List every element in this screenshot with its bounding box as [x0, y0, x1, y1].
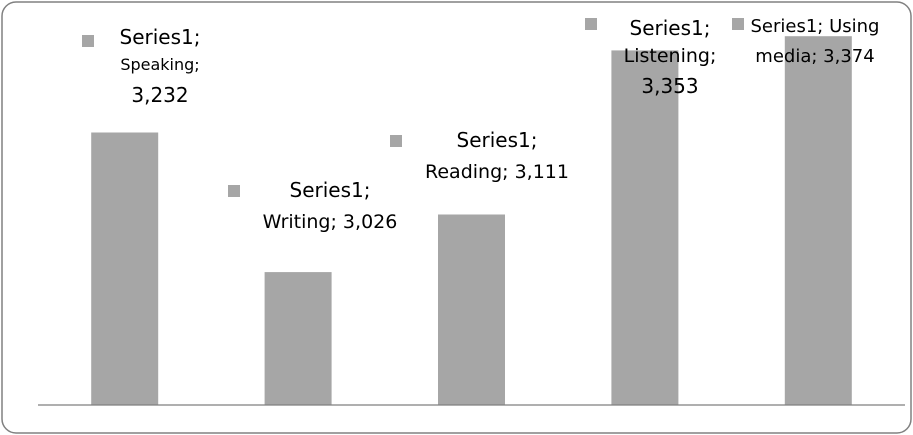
data-label: Series1; Listening; 3,353: [624, 16, 717, 98]
data-label-line: Reading; 3,111: [425, 161, 569, 183]
data-label-line: Writing; 3,026: [263, 211, 398, 233]
data-label-line: Listening;: [624, 45, 717, 67]
bar-using-media: [784, 36, 852, 405]
data-labels-layer: Series1; Speaking; 3,232 Series1; Writing; 3…: [82, 16, 879, 233]
bar-writing: [264, 272, 332, 405]
data-label: Series1; Reading; 3,111: [425, 128, 569, 183]
legend-key-icon: [390, 135, 402, 147]
data-label: Series1; Speaking; 3,232: [120, 25, 201, 107]
legend-key-icon: [585, 18, 597, 30]
data-label-line: Series1;: [120, 25, 201, 49]
bars-layer: [91, 36, 852, 406]
legend-key-icon: [732, 18, 744, 30]
data-label-line: 3,232: [131, 83, 188, 107]
legend-key-icon: [82, 35, 94, 47]
data-label-line: media; 3,374: [755, 46, 874, 67]
data-label-line: Speaking;: [120, 55, 199, 74]
data-label: Series1; Using media; 3,374: [751, 16, 880, 67]
bar-listening: [611, 50, 679, 406]
data-label-line: Series1; Using: [751, 16, 880, 37]
data-label-line: Series1;: [290, 178, 371, 202]
legend-key-icon: [228, 185, 240, 197]
data-label: Series1; Writing; 3,026: [263, 178, 398, 233]
data-label-line: Series1;: [630, 16, 711, 40]
data-label-line: 3,353: [641, 74, 698, 98]
bar-reading: [438, 214, 505, 405]
bar-speaking: [91, 132, 159, 405]
data-label-line: Series1;: [457, 128, 538, 152]
